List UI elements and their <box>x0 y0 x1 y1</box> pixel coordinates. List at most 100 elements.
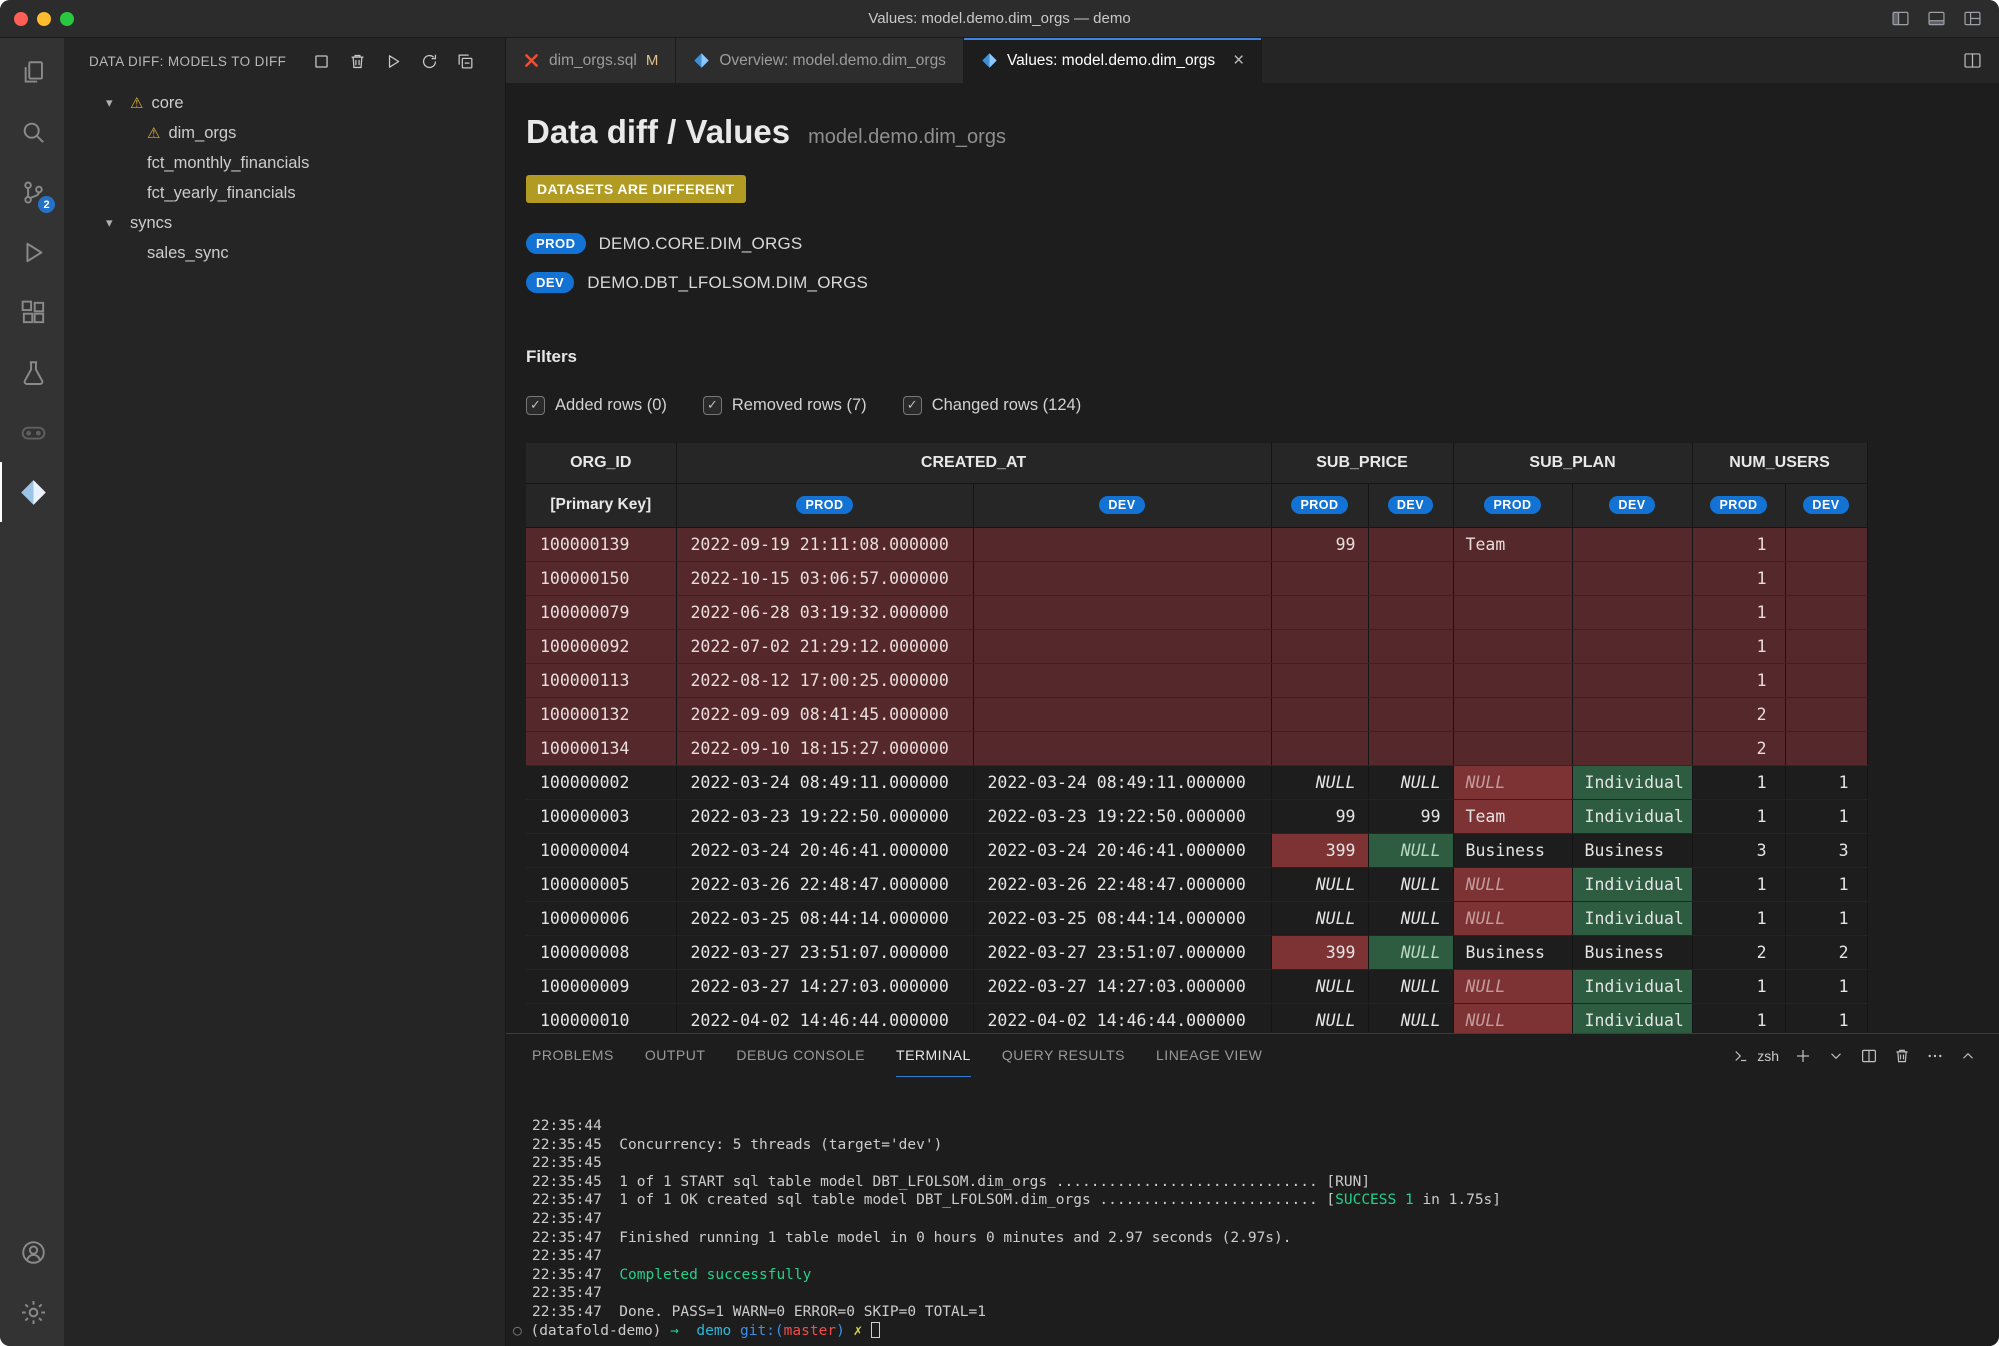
page-subtitle: model.demo.dim_orgs <box>808 126 1006 148</box>
tree-item-fct_yearly_financials[interactable]: fct_yearly_financials <box>64 178 505 208</box>
table-row: 100000004 2022-03-24 20:46:41.000000 2022-… <box>526 833 1868 868</box>
extensions-icon[interactable] <box>0 282 64 342</box>
cell: NULL <box>1271 969 1369 1004</box>
run-diff-icon[interactable] <box>384 52 403 71</box>
panel-tab-output[interactable]: OUTPUT <box>644 1047 706 1063</box>
cell: 1 <box>1692 1003 1786 1033</box>
cell <box>1271 629 1369 664</box>
customize-layout-icon[interactable] <box>1962 8 1983 29</box>
table-body: 100000139 2022-09-19 21:11:08.000000 99 Tea… <box>526 527 1868 1033</box>
checkbox-icon[interactable]: ✓ <box>526 395 545 415</box>
cell: 2022-03-26 22:48:47.000000 <box>973 867 1272 902</box>
close-window-button[interactable] <box>14 11 28 26</box>
cell: 2022-03-24 20:46:41.000000 <box>676 833 974 868</box>
zoom-window-button[interactable] <box>60 11 74 26</box>
env-badge: DEV <box>1387 496 1434 514</box>
split-terminal-icon[interactable] <box>1860 1047 1878 1065</box>
tab-3[interactable]: Values: model.demo.dim_orgs × <box>963 38 1263 83</box>
tree-item-dim_orgs[interactable]: ⚠ dim_orgs <box>64 118 505 148</box>
cell <box>1785 595 1868 630</box>
panel-tab-lineage-view[interactable]: LINEAGE VIEW <box>1156 1047 1263 1063</box>
cell <box>1572 527 1693 562</box>
tree-item-fct_monthly_financials[interactable]: fct_monthly_financials <box>64 148 505 178</box>
cell <box>1453 629 1573 664</box>
checkbox-icon[interactable]: ✓ <box>702 395 722 415</box>
toggle-panel-icon[interactable] <box>1926 8 1947 29</box>
toggle-sidebar-icon[interactable] <box>1890 8 1911 29</box>
account-icon[interactable] <box>0 1222 64 1282</box>
editor-area: dim_orgs.sql M Overview: model.demo.dim_or… <box>506 38 1999 1346</box>
shell-label[interactable]: zsh <box>1757 1047 1779 1064</box>
run-debug-icon[interactable] <box>0 222 64 282</box>
env-badge: DEV <box>1803 496 1849 514</box>
cell: 99 <box>1271 527 1369 562</box>
source-control-icon[interactable]: 2 <box>0 162 64 222</box>
dataset-row: DEV DEMO.DBT_LFOLSOM.DIM_ORGS <box>526 270 1999 295</box>
filter-label: Changed rows (124) <box>931 395 1082 414</box>
window-title: Values: model.demo.dim_orgs — demo <box>868 10 1131 27</box>
terminal-output[interactable]: 22:35:44 22:35:45 Concurrency: 5 threads … <box>506 1077 1999 1346</box>
datafold-icon[interactable] <box>0 462 64 522</box>
cell: NULL <box>1368 867 1454 902</box>
gamepad-extension-icon[interactable] <box>0 402 64 462</box>
cell: 1 <box>1785 969 1868 1004</box>
maximize-panel-icon[interactable] <box>1959 1047 1977 1065</box>
testing-beaker-icon[interactable] <box>0 342 64 402</box>
tab-strip: dim_orgs.sql M Overview: model.demo.dim_or… <box>506 38 1999 83</box>
terminal-line: 22:35:47 <box>532 1285 602 1302</box>
refresh-icon[interactable] <box>420 52 439 71</box>
explorer-icon[interactable] <box>0 42 64 102</box>
cell <box>1368 527 1454 562</box>
chevron-down-icon[interactable] <box>1827 1047 1845 1065</box>
filter-3[interactable]: ✓ Changed rows (124) <box>902 395 1082 415</box>
cell <box>1271 697 1369 732</box>
env-badge-cell: PROD <box>1453 483 1573 528</box>
new-terminal-icon[interactable] <box>1794 1047 1812 1065</box>
cell <box>1368 663 1454 698</box>
trash-icon[interactable] <box>348 52 367 71</box>
panel-tab-problems[interactable]: PROBLEMS <box>532 1047 614 1063</box>
panel-tab-debug-console[interactable]: DEBUG CONSOLE <box>736 1047 866 1063</box>
column-header-sub_plan: SUB_PLAN <box>1453 443 1693 484</box>
cell: 2022-03-27 23:51:07.000000 <box>973 935 1272 970</box>
cell: NULL <box>1271 867 1369 902</box>
tree-item-label: sales_sync <box>147 243 229 262</box>
cell: 2 <box>1692 697 1786 732</box>
tree-item-core[interactable]: ▾ ⚠ core <box>64 88 505 118</box>
kill-terminal-icon[interactable] <box>1893 1047 1911 1065</box>
collapse-all-icon[interactable] <box>456 52 475 71</box>
cell: 1 <box>1785 901 1868 936</box>
bottom-panel: PROBLEMS OUTPUT DEBUG CONSOLE TERMINAL QUERY… <box>506 1033 1999 1346</box>
terminal-line: 22:35:44 <box>532 1118 602 1134</box>
cell: 2022-03-24 20:46:41.000000 <box>973 833 1272 868</box>
table-row: 100000150 2022-10-15 03:06:57.000000 1 <box>526 561 1868 596</box>
close-icon[interactable]: × <box>1233 50 1245 71</box>
terminal-line: 22:35:45 Concurrency: 5 threads (target=… <box>532 1136 943 1153</box>
sidebar-title: DATA DIFF: MODELS TO DIFF <box>89 53 287 69</box>
more-actions-icon[interactable] <box>1926 1047 1944 1065</box>
tree-item-syncs[interactable]: ▾ syncs <box>64 208 505 238</box>
stop-icon[interactable] <box>312 52 331 71</box>
tree-item-sales_sync[interactable]: sales_sync <box>64 238 505 268</box>
table-row: 100000079 2022-06-28 03:19:32.000000 1 <box>526 595 1868 630</box>
search-icon[interactable] <box>0 102 64 162</box>
panel-tab-terminal[interactable]: TERMINAL <box>896 1034 971 1077</box>
filter-1[interactable]: ✓ Added rows (0) <box>526 395 667 415</box>
split-editor-icon[interactable] <box>1962 38 1999 83</box>
cell: 100000004 <box>526 833 677 868</box>
minimize-window-button[interactable] <box>37 11 51 26</box>
tab-1[interactable]: dim_orgs.sql M <box>506 38 677 83</box>
cell: 2022-04-02 14:46:44.000000 <box>676 1003 974 1033</box>
env-badge-cell: PROD <box>1692 483 1786 528</box>
terminal-line: 22:35:47 Completed successfully <box>532 1266 812 1283</box>
cell <box>1572 663 1693 698</box>
cell: 100000010 <box>526 1003 677 1033</box>
settings-gear-icon[interactable] <box>0 1282 64 1342</box>
checkbox-icon[interactable]: ✓ <box>902 395 922 415</box>
cell: Individual <box>1572 765 1693 800</box>
sidebar-tree: ▾ ⚠ core ⚠ dim_orgs fct_monthly_financials fct… <box>64 84 505 268</box>
tab-2[interactable]: Overview: model.demo.dim_orgs <box>676 38 964 83</box>
panel-tab-query-results[interactable]: QUERY RESULTS <box>1001 1047 1126 1063</box>
cell: 100000002 <box>526 765 677 800</box>
filter-2[interactable]: ✓ Removed rows (7) <box>702 395 867 415</box>
